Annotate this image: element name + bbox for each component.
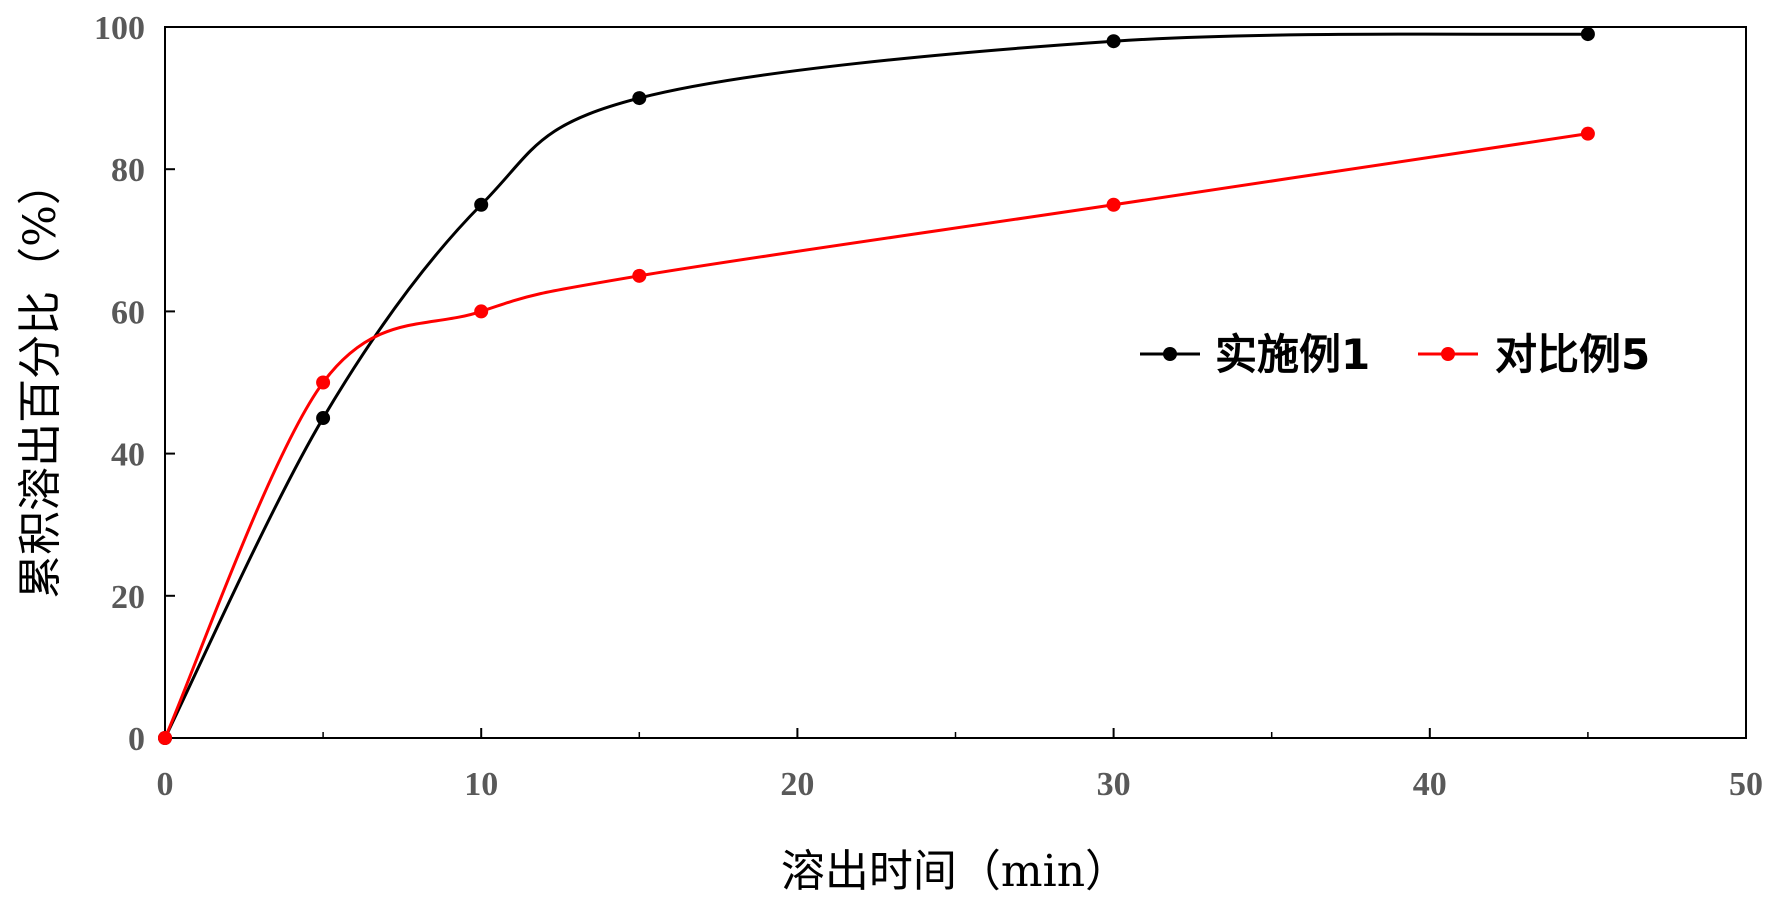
data-point-series-1 [632, 91, 646, 105]
y-axis-title: 累积溶出百分比（%） [15, 161, 66, 599]
y-tick-label: 0 [128, 721, 145, 758]
data-point-series-2 [158, 731, 172, 745]
data-point-series-1 [474, 198, 488, 212]
data-point-series-1 [316, 411, 330, 425]
legend: 实施例1 对比例5 [1140, 330, 1650, 379]
legend-marker-1 [1163, 347, 1177, 361]
data-point-series-2 [1107, 198, 1121, 212]
plot-frame [165, 27, 1746, 738]
x-axis-ticks: 0 10 20 30 40 50 [157, 728, 1764, 803]
data-point-series-1 [1581, 27, 1595, 41]
y-tick-label: 20 [111, 579, 145, 616]
x-tick-label: 50 [1729, 766, 1763, 803]
y-tick-label: 60 [111, 294, 145, 331]
data-point-series-2 [316, 376, 330, 390]
data-point-series-2 [632, 269, 646, 283]
y-tick-label: 80 [111, 152, 145, 189]
y-axis-ticks: 0 20 40 60 80 100 [94, 10, 175, 758]
legend-label-2: 对比例5 [1495, 330, 1650, 379]
legend-label-1: 实施例1 [1215, 330, 1370, 379]
x-tick-label: 0 [157, 766, 174, 803]
x-tick-label: 10 [464, 766, 498, 803]
x-tick-label: 20 [780, 766, 814, 803]
x-axis-title: 溶出时间（min） [781, 846, 1129, 897]
series-line-2 [165, 134, 1588, 738]
data-point-series-2 [474, 304, 488, 318]
y-tick-label: 40 [111, 437, 145, 474]
series-layer [158, 27, 1595, 745]
data-point-series-1 [1107, 34, 1121, 48]
x-tick-label: 40 [1413, 766, 1447, 803]
series-line-1 [165, 34, 1588, 738]
legend-marker-2 [1441, 347, 1455, 361]
data-point-series-2 [1581, 127, 1595, 141]
y-tick-label: 100 [94, 10, 145, 47]
x-tick-label: 30 [1097, 766, 1131, 803]
